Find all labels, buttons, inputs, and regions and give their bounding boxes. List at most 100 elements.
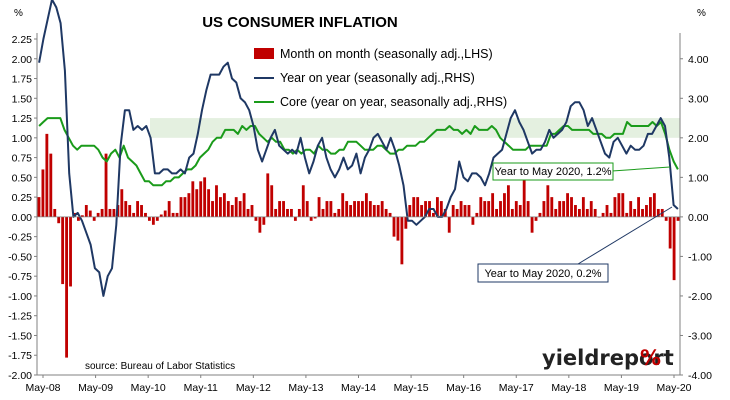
mom-bar xyxy=(151,216,155,225)
mom-bar xyxy=(550,197,554,217)
left-tick-label: -0.25 xyxy=(8,232,32,244)
mom-bar xyxy=(609,212,613,217)
mom-bar xyxy=(432,212,435,217)
mom-bar xyxy=(49,153,53,217)
mom-bar xyxy=(439,201,443,217)
left-tick-label: 2.25 xyxy=(12,34,33,46)
mom-bar xyxy=(435,197,439,217)
mom-bar xyxy=(305,201,309,217)
mom-bar xyxy=(100,208,104,217)
mom-bar xyxy=(159,214,163,217)
mom-bar xyxy=(278,201,282,217)
mom-bar xyxy=(664,216,668,221)
mom-bar xyxy=(183,197,187,217)
right-tick-label: -1.00 xyxy=(688,251,712,263)
chart-title: US CONSUMER INFLATION xyxy=(202,14,398,31)
mom-bar xyxy=(282,201,285,217)
legend-label-core: Core (year on year, seasonally adj.,RHS) xyxy=(280,95,507,109)
mom-bar xyxy=(459,201,463,217)
mom-bar xyxy=(203,177,207,217)
left-tick-label: -1.00 xyxy=(8,291,32,303)
x-tick-label: May-08 xyxy=(25,382,60,394)
mom-bar xyxy=(510,208,514,217)
mom-bar xyxy=(668,216,672,249)
mom-bar xyxy=(124,201,128,217)
mom-bar xyxy=(313,216,317,219)
mom-bar xyxy=(84,205,88,217)
mom-bar xyxy=(301,185,305,217)
mom-bar xyxy=(234,197,238,217)
mom-bar xyxy=(645,205,648,217)
x-tick-label: May-20 xyxy=(656,382,691,394)
mom-bar xyxy=(518,205,522,217)
mom-bar xyxy=(388,212,392,217)
legend-label-mom: Month on month (seasonally adj.,LHS) xyxy=(280,47,493,61)
right-tick-label: -2.00 xyxy=(688,291,712,303)
left-axis-unit: % xyxy=(14,8,23,19)
left-tick-label: 1.00 xyxy=(12,133,33,145)
mom-bar xyxy=(424,201,427,217)
legend-swatch-mom xyxy=(254,48,274,59)
mom-bar xyxy=(266,173,270,217)
mom-bar xyxy=(412,197,416,217)
mom-bar xyxy=(629,201,633,217)
right-tick-label: 1.00 xyxy=(688,172,709,184)
mom-bar xyxy=(238,201,242,217)
left-tick-label: 0.00 xyxy=(12,212,33,224)
x-axis-ticks: May-08 May-09 May-10 May-11 May-12 May-13 May-… xyxy=(25,375,692,394)
right-axis-unit: % xyxy=(697,8,706,19)
mom-bar xyxy=(467,205,471,217)
mom-bar xyxy=(286,208,289,217)
yoy-line xyxy=(38,0,679,297)
left-tick-label: 0.50 xyxy=(12,172,33,184)
mom-bar xyxy=(656,208,660,217)
mom-bar xyxy=(372,205,376,217)
left-tick-label: 0.75 xyxy=(12,153,33,165)
callout-core-box xyxy=(492,162,614,181)
mom-bar xyxy=(155,216,159,221)
mom-bar xyxy=(514,201,518,217)
mom-bar xyxy=(309,216,313,221)
mom-bar xyxy=(108,208,112,217)
mom-bar xyxy=(258,216,262,233)
mom-bar xyxy=(140,205,143,217)
left-tick-label: 0.25 xyxy=(12,192,33,204)
mom-bar xyxy=(163,210,167,217)
mom-bar xyxy=(589,201,593,217)
left-tick-label: -0.50 xyxy=(8,251,32,263)
core-line xyxy=(38,117,679,187)
legend-label-yoy: Year on year (seasonally adj.,RHS) xyxy=(280,71,475,85)
right-tick-label: 0.00 xyxy=(688,212,709,224)
mom-bar xyxy=(380,201,384,217)
mom-bar xyxy=(471,216,475,225)
mom-bar xyxy=(57,216,61,224)
right-tick-label: 4.00 xyxy=(688,54,709,66)
left-tick-label: -1.50 xyxy=(8,330,32,342)
mom-bar xyxy=(349,205,353,217)
mom-bar xyxy=(676,216,680,221)
mom-bar xyxy=(491,193,495,217)
legend: Month on month (seasonally adj.,LHS) Yea… xyxy=(254,47,507,109)
mom-bar xyxy=(128,205,132,217)
mom-bar xyxy=(171,212,175,217)
mom-bar xyxy=(61,216,65,285)
mom-bar xyxy=(617,193,621,217)
mom-bar xyxy=(222,193,226,217)
mom-bar xyxy=(577,208,581,217)
mom-bar xyxy=(455,208,459,217)
mom-bar xyxy=(144,212,147,217)
mom-bar xyxy=(495,208,498,217)
mom-bar xyxy=(542,201,546,217)
mom-bar xyxy=(408,205,412,217)
callout-yoy-text: Year to May 2020, 0.2% xyxy=(484,268,601,280)
brand-name: yieldreport xyxy=(542,346,674,370)
mom-bar xyxy=(364,193,368,217)
mom-bar xyxy=(246,208,250,217)
mom-bar xyxy=(53,208,57,217)
mom-bar xyxy=(554,208,558,217)
mom-bar xyxy=(167,201,171,217)
mom-bar xyxy=(538,212,542,217)
mom-bar xyxy=(254,216,258,221)
right-tick-label: -4.00 xyxy=(688,370,712,382)
callout-core-leader xyxy=(611,166,671,172)
